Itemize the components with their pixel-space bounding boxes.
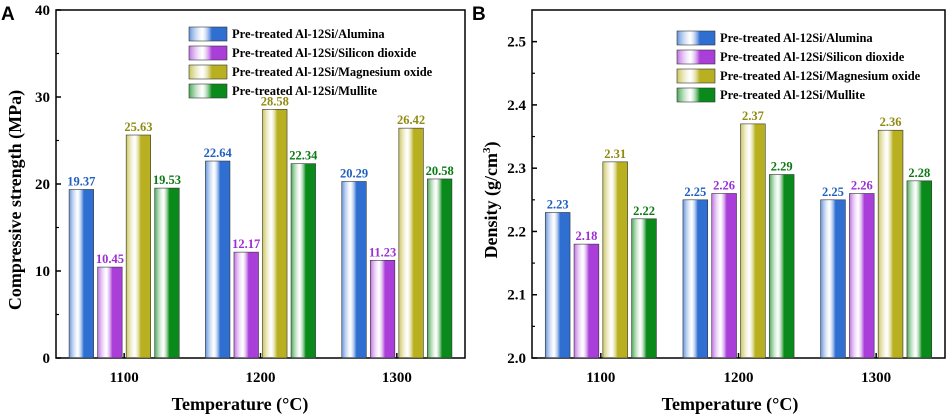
x-axis-title-a: Temperature (°C) bbox=[172, 394, 309, 415]
y-axis-title-a: Compressive strength (MPa) bbox=[5, 90, 26, 310]
x-tick-label-a: 1100 bbox=[110, 370, 139, 386]
bar-a-1100-s0 bbox=[68, 189, 94, 359]
bar-b-1100-s2 bbox=[602, 161, 628, 359]
panel-letter-b: B bbox=[472, 4, 486, 25]
bar-b-1100-s3 bbox=[631, 218, 657, 359]
value-label-b: 2.31 bbox=[604, 147, 626, 161]
bar-a-1100-s2 bbox=[125, 134, 152, 359]
bar-a-1300-s0 bbox=[341, 181, 367, 359]
y-tick-label-a: 0 bbox=[43, 351, 51, 367]
legend-swatch-a bbox=[188, 64, 228, 80]
x-tick-label-b: 1100 bbox=[586, 370, 615, 386]
value-label-b: 2.18 bbox=[576, 229, 598, 243]
x-tick-label-b: 1200 bbox=[724, 370, 754, 386]
bar-a-1200-s1 bbox=[233, 251, 259, 359]
bar-a-1300-s1 bbox=[369, 259, 396, 359]
x-tick-label-a: 1200 bbox=[246, 370, 276, 386]
bar-a-1200-s0 bbox=[205, 160, 231, 359]
bar-a-1200-s3 bbox=[290, 163, 316, 359]
y-tick-label-a: 40 bbox=[35, 3, 50, 19]
legend-swatch-b bbox=[676, 30, 716, 46]
value-label-a: 12.17 bbox=[232, 237, 260, 251]
value-label-a: 20.58 bbox=[426, 164, 454, 178]
legend-swatch-a bbox=[188, 45, 228, 61]
panel-letter-a: A bbox=[1, 4, 15, 25]
legend-label-b: Pre-treated Al-12Si/Alumina bbox=[720, 31, 873, 45]
legend-label-b: Pre-treated Al-12Si/Magnesium oxide bbox=[720, 69, 921, 83]
legend-label-b: Pre-treated Al-12Si/Mullite bbox=[720, 88, 865, 102]
value-label-b: 2.25 bbox=[822, 185, 844, 199]
bar-a-1200-s2 bbox=[262, 109, 288, 359]
y-tick-label-a: 10 bbox=[35, 264, 50, 280]
bar-b-1300-s3 bbox=[906, 180, 933, 359]
panel-b: B Temperature (°C) Density (g/cm3) 2.0 2.… bbox=[472, 4, 946, 415]
legend-swatch-a bbox=[188, 26, 228, 42]
legend-swatch-b bbox=[676, 68, 716, 84]
bar-b-1300-s2 bbox=[877, 129, 904, 359]
bar-a-1300-s3 bbox=[427, 178, 453, 359]
y-tick-label-b: 2.2 bbox=[507, 224, 526, 240]
bar-b-1300-s0 bbox=[820, 199, 846, 359]
value-label-b: 2.29 bbox=[771, 160, 793, 174]
legend-label-b: Pre-treated Al-12Si/Silicon dioxide bbox=[720, 50, 905, 64]
bar-b-1200-s3 bbox=[768, 174, 795, 359]
y-tick-label-b: 2.1 bbox=[507, 288, 526, 304]
y-tick-label-a: 20 bbox=[35, 177, 50, 193]
y-tick-label-b: 2.5 bbox=[507, 35, 526, 51]
value-label-b: 2.37 bbox=[742, 109, 764, 123]
legend-swatch-b bbox=[676, 87, 716, 103]
value-label-a: 28.58 bbox=[261, 94, 289, 108]
bar-b-1200-s0 bbox=[682, 199, 709, 359]
value-label-b: 2.28 bbox=[908, 166, 930, 180]
y-tick-label-b: 2.3 bbox=[507, 161, 526, 177]
value-label-a: 20.29 bbox=[340, 166, 368, 180]
value-label-b: 2.23 bbox=[547, 197, 569, 211]
y-tick-label-a: 30 bbox=[35, 90, 50, 106]
bar-b-1100-s0 bbox=[544, 212, 571, 359]
legend-swatch-b bbox=[676, 49, 716, 65]
value-label-a: 11.23 bbox=[369, 245, 396, 259]
legend-label-a: Pre-treated Al-12Si/Silicon dioxide bbox=[232, 46, 417, 60]
legend-swatch-a bbox=[188, 83, 228, 99]
x-tick-label-a: 1300 bbox=[382, 370, 412, 386]
value-label-a: 25.63 bbox=[124, 120, 152, 134]
bar-b-1300-s1 bbox=[849, 193, 875, 359]
legend-label-a: Pre-treated Al-12Si/Magnesium oxide bbox=[232, 65, 433, 79]
panel-a: A Temperature (°C) Compressive strength … bbox=[1, 3, 466, 415]
bar-b-1100-s1 bbox=[573, 243, 600, 359]
value-label-a: 10.45 bbox=[96, 252, 124, 266]
value-label-b: 2.26 bbox=[713, 178, 735, 192]
x-axis-title-b: Temperature (°C) bbox=[662, 394, 799, 415]
value-label-a: 19.53 bbox=[153, 173, 181, 187]
value-label-a: 22.64 bbox=[204, 146, 233, 160]
y-axis-title-b: Density (g/cm3) bbox=[481, 142, 502, 259]
value-label-b: 2.25 bbox=[684, 185, 706, 199]
value-label-a: 26.42 bbox=[397, 113, 425, 127]
legend-label-a: Pre-treated Al-12Si/Mullite bbox=[232, 84, 377, 98]
value-label-b: 2.36 bbox=[880, 115, 902, 129]
bar-b-1200-s2 bbox=[740, 123, 766, 359]
value-label-a: 22.34 bbox=[289, 149, 318, 163]
bar-b-1200-s1 bbox=[711, 193, 737, 359]
value-label-a: 19.37 bbox=[67, 174, 95, 188]
bar-a-1100-s3 bbox=[154, 187, 180, 359]
bar-a-1100-s1 bbox=[97, 266, 123, 359]
bar-a-1300-s2 bbox=[398, 127, 424, 359]
x-tick-label-b: 1300 bbox=[861, 370, 891, 386]
value-label-b: 2.26 bbox=[851, 178, 873, 192]
value-label-b: 2.22 bbox=[633, 204, 655, 218]
legend-label-a: Pre-treated Al-12Si/Alumina bbox=[232, 27, 385, 41]
y-tick-label-b: 2.0 bbox=[507, 351, 526, 367]
y-tick-label-b: 2.4 bbox=[507, 98, 526, 114]
